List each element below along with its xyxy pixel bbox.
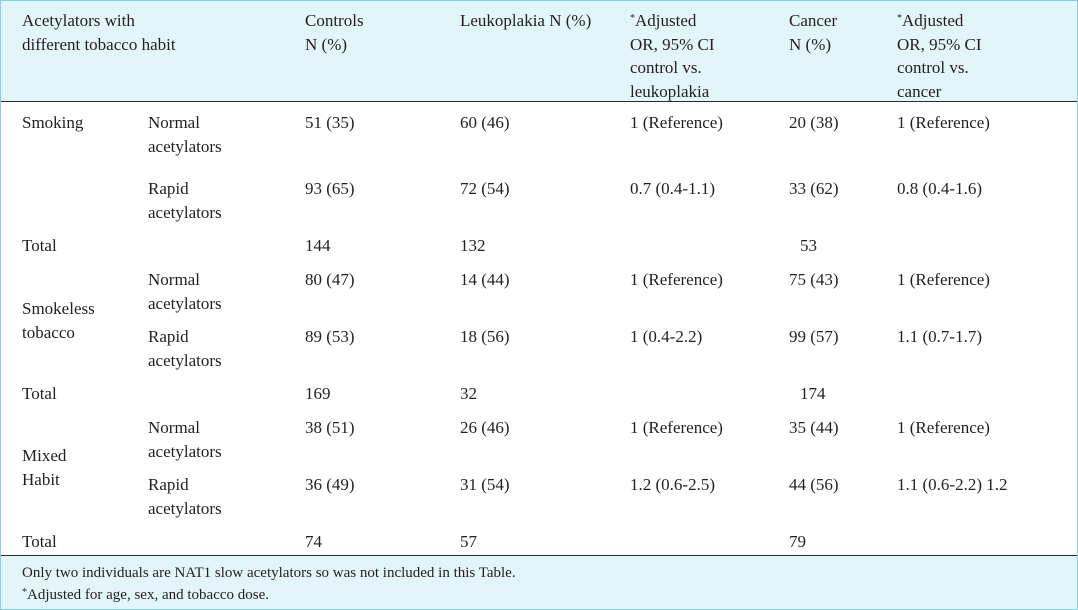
cell-or-leukoplakia: 1 (Reference) <box>630 270 723 289</box>
cell-leukoplakia: 72 (54) <box>460 179 510 198</box>
cell-controls: 51 (35) <box>305 113 355 132</box>
cell-or-leukoplakia: 1 (Reference) <box>630 418 723 437</box>
cell-or-cancer: 1 (Reference) <box>897 113 990 132</box>
type-rapid-smokeless: Rapid acetylators <box>148 327 222 370</box>
table-body <box>1 102 1077 555</box>
cell-leukoplakia: 18 (56) <box>460 327 510 346</box>
table-header: Acetylators with different tobacco habit… <box>1 1 1077 102</box>
cell-or-cancer: 1.1 (0.7-1.7) <box>897 327 982 346</box>
header-or-leukoplakia: *Adjusted OR, 95% CI control vs. leukopl… <box>630 11 715 101</box>
header-leukoplakia: Leukoplakia N (%) <box>460 11 592 30</box>
cell-cancer: 75 (43) <box>789 270 839 289</box>
header-controls: Controls N (%) <box>305 11 364 54</box>
footer-divider <box>1 555 1077 556</box>
total-controls: 74 <box>305 532 322 551</box>
header-acetylators: Acetylators with different tobacco habit <box>22 11 176 54</box>
cell-or-leukoplakia: 1.2 (0.6-2.5) <box>630 475 715 494</box>
total-label: Total <box>22 384 57 403</box>
type-rapid-mixed: Rapid acetylators <box>148 475 222 518</box>
cell-controls: 38 (51) <box>305 418 355 437</box>
cell-or-leukoplakia: 0.7 (0.4-1.1) <box>630 179 715 198</box>
header-divider <box>1 101 1077 102</box>
cell-cancer: 20 (38) <box>789 113 839 132</box>
cell-or-leukoplakia: 1 (Reference) <box>630 113 723 132</box>
table-footnotes: Only two individuals are NAT1 slow acety… <box>22 562 516 606</box>
type-rapid-smoking: Rapid acetylators <box>148 179 222 222</box>
total-controls: 144 <box>305 236 331 255</box>
cell-cancer: 44 (56) <box>789 475 839 494</box>
total-leukoplakia: 57 <box>460 532 477 551</box>
type-normal-smokeless: Normal acetylators <box>148 270 222 313</box>
cell-leukoplakia: 14 (44) <box>460 270 510 289</box>
cell-or-cancer: 1 (Reference) <box>897 270 990 289</box>
total-cancer: 79 <box>789 532 806 551</box>
cell-or-cancer: 0.8 (0.4-1.6) <box>897 179 982 198</box>
header-or-cancer: *Adjusted OR, 95% CI control vs. cancer <box>897 11 982 101</box>
type-normal-mixed: Normal acetylators <box>148 418 222 461</box>
habit-mixed: Mixed Habit <box>22 446 67 489</box>
cell-controls: 80 (47) <box>305 270 355 289</box>
cell-controls: 89 (53) <box>305 327 355 346</box>
cell-leukoplakia: 26 (46) <box>460 418 510 437</box>
cell-leukoplakia: 31 (54) <box>460 475 510 494</box>
cell-controls: 93 (65) <box>305 179 355 198</box>
total-leukoplakia: 32 <box>460 384 477 403</box>
cell-controls: 36 (49) <box>305 475 355 494</box>
habit-smokeless-tobacco: Smokeless tobacco <box>22 299 95 342</box>
cell-cancer: 99 (57) <box>789 327 839 346</box>
header-cancer: Cancer N (%) <box>789 11 838 54</box>
footnote-adjusted: *Adjusted for age, sex, and tobacco dose… <box>22 587 270 603</box>
cell-cancer: 35 (44) <box>789 418 839 437</box>
habit-smoking: Smoking <box>22 113 84 132</box>
total-cancer: 53 <box>800 236 817 255</box>
cell-leukoplakia: 60 (46) <box>460 113 510 132</box>
total-cancer: 174 <box>800 384 826 403</box>
type-normal-smoking: Normal acetylators <box>148 113 222 156</box>
footnote-nat1: Only two individuals are NAT1 slow acety… <box>22 565 516 581</box>
cell-or-cancer: 1 (Reference) <box>897 418 990 437</box>
cell-or-cancer: 1.1 (0.6-2.2) 1.2 <box>897 475 1008 494</box>
cell-cancer: 33 (62) <box>789 179 839 198</box>
cell-or-leukoplakia: 1 (0.4-2.2) <box>630 327 703 346</box>
total-leukoplakia: 132 <box>460 236 486 255</box>
total-label: Total <box>22 236 57 255</box>
total-label: Total <box>22 532 57 551</box>
total-controls: 169 <box>305 384 331 403</box>
